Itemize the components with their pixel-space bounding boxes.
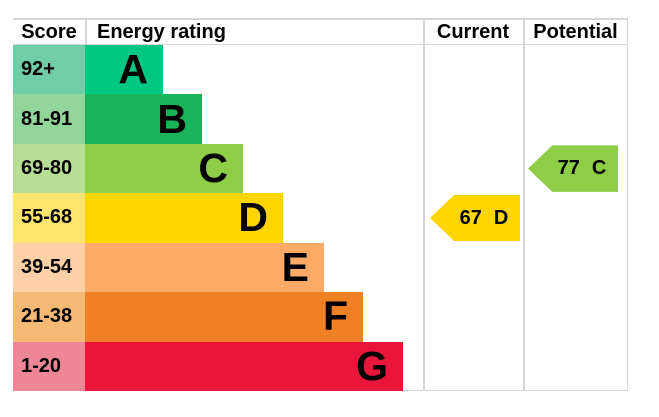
band-row-b: 81-91 B xyxy=(13,94,628,144)
current-rating-value: 67 xyxy=(459,206,482,229)
header-potential: Potential xyxy=(533,20,618,43)
current-rating-band: D xyxy=(493,206,509,229)
band-score-range: 1-20 xyxy=(13,341,85,391)
band-row-d: 55-68 D xyxy=(13,193,628,243)
band-score-range: 55-68 xyxy=(13,193,85,243)
band-bar-a: A xyxy=(85,45,163,95)
header-current: Current xyxy=(436,20,510,43)
band-row-a: 92+ A xyxy=(13,45,628,95)
header-energy-rating: Energy rating xyxy=(97,20,226,43)
band-score-range: 92+ xyxy=(13,45,85,95)
band-letter-e: E xyxy=(281,243,309,290)
band-row-c: 69-80 C xyxy=(13,143,628,194)
band-letter-d: D xyxy=(238,194,268,241)
band-bar-c: C xyxy=(85,143,243,194)
band-bar-b: B xyxy=(85,94,202,144)
grid-line-current-divider xyxy=(423,18,425,391)
header-row: Score Energy rating Current Potential xyxy=(13,20,628,44)
band-score-range: 81-91 xyxy=(13,94,85,144)
grid-line-right-border xyxy=(626,18,628,391)
band-letter-a: A xyxy=(118,46,148,93)
band-score-range: 21-38 xyxy=(13,292,85,342)
band-letter-b: B xyxy=(157,95,187,142)
header-score: Score xyxy=(21,20,77,43)
band-bar-d: D xyxy=(85,193,283,243)
potential-rating-band: C xyxy=(591,157,607,180)
band-row-e: 39-54 E xyxy=(13,242,628,293)
epc-table: Score Energy rating Current Potential 92… xyxy=(13,18,628,391)
band-bar-e: E xyxy=(85,242,324,293)
grid-line-potential-divider xyxy=(523,18,525,391)
band-letter-g: G xyxy=(356,342,388,389)
band-letter-f: F xyxy=(322,293,348,340)
band-row-f: 21-38 F xyxy=(13,292,628,342)
grid-line-header-bottom xyxy=(13,43,628,45)
band-bar-f: F xyxy=(85,292,363,342)
band-score-range: 39-54 xyxy=(13,242,85,293)
band-letter-c: C xyxy=(198,145,228,192)
grid-line-bottom xyxy=(403,389,628,391)
potential-rating-value: 77 xyxy=(557,157,580,180)
grid-line-score-divider xyxy=(85,18,87,45)
band-rows: 92+ A 81-91 B 69-80 C 55-68 D 39-54 E 21… xyxy=(13,45,628,391)
band-row-g: 1-20 G xyxy=(13,341,628,391)
band-bar-g: G xyxy=(85,341,403,391)
band-score-range: 69-80 xyxy=(13,143,85,194)
grid-line-top xyxy=(13,18,628,20)
